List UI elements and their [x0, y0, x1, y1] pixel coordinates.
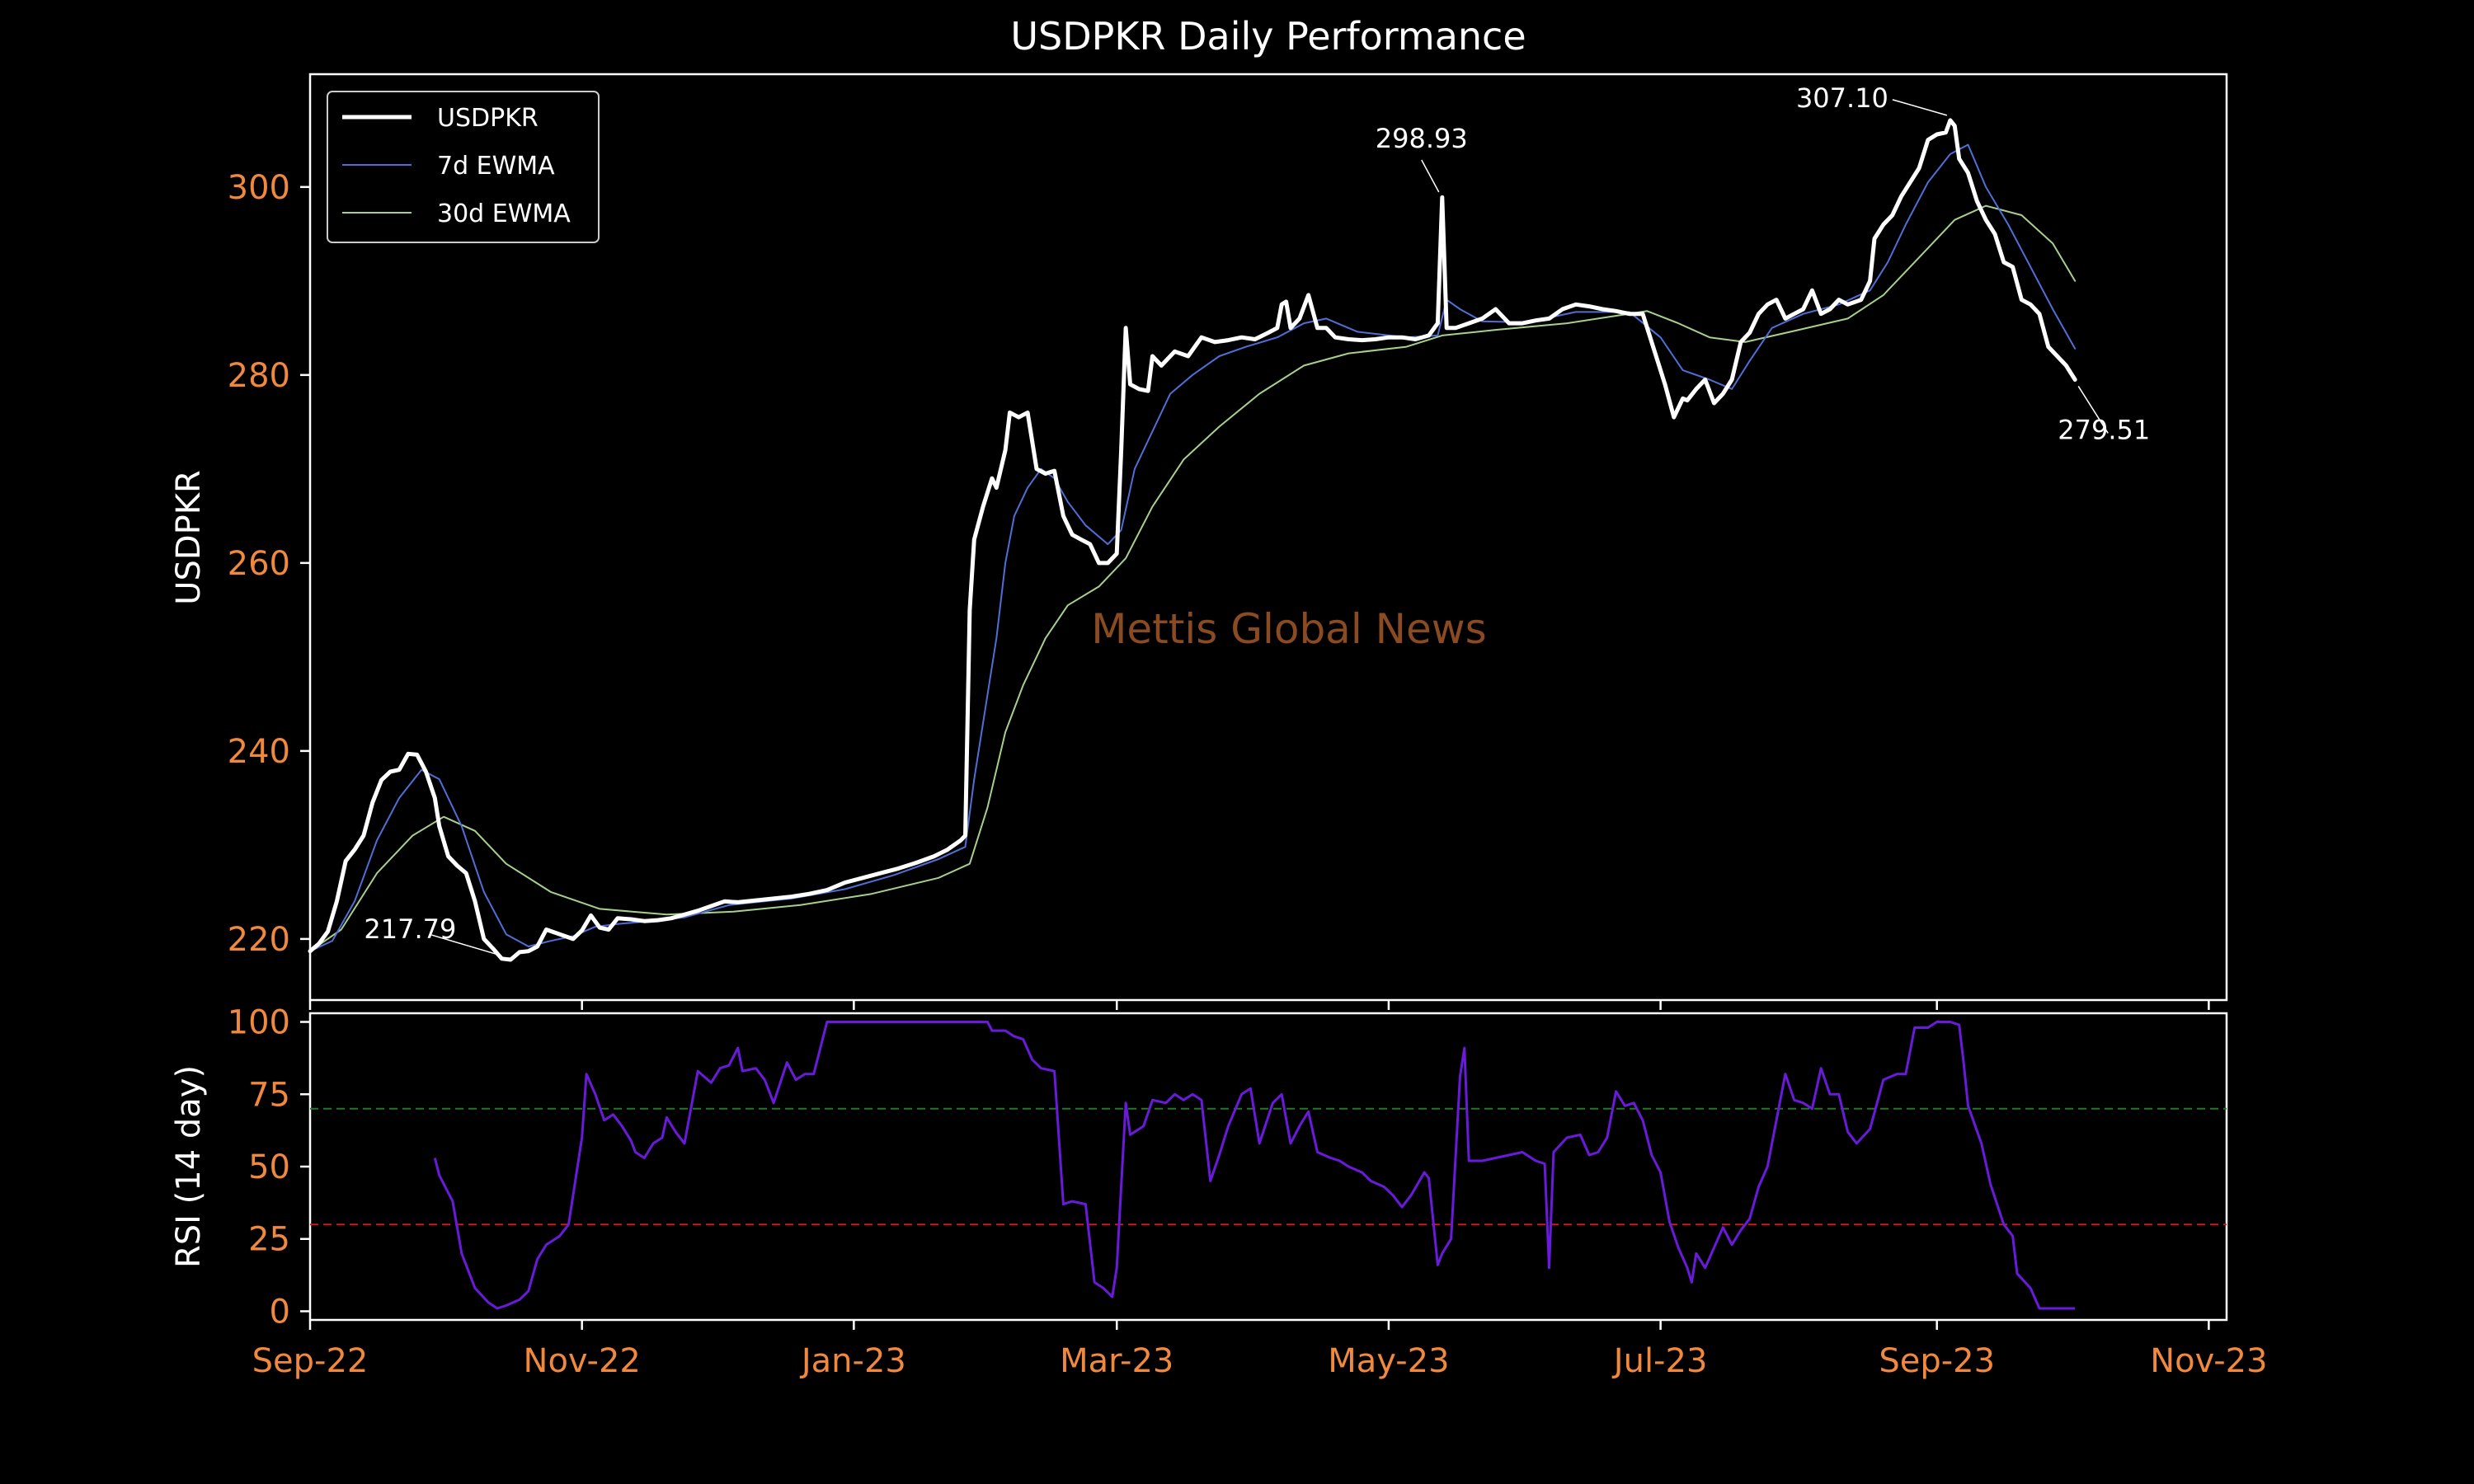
- annotation-value: 217.79: [364, 913, 456, 945]
- annotation-value: 279.51: [2058, 414, 2150, 445]
- watermark-text: Mettis Global News: [1091, 605, 1486, 653]
- x-tick-label: Nov-23: [2150, 1342, 2267, 1380]
- ewma-30d-line: [309, 204, 2077, 952]
- rsi-y-tick-label: 75: [248, 1076, 290, 1114]
- legend-label-30d-ewma: 30d EWMA: [437, 200, 571, 228]
- price-y-tick-label: 280: [228, 357, 290, 395]
- legend-label-7d-ewma: 7d EWMA: [437, 152, 555, 181]
- rsi-line: [433, 1021, 2076, 1310]
- price-annotations: 217.79 298.93 307.10 279.51: [364, 82, 2150, 956]
- annotation-leader: [1421, 159, 1440, 193]
- annotation-value: 307.10: [1796, 82, 1888, 114]
- annotation-leader: [431, 934, 499, 956]
- annotation-leader: [2077, 386, 2109, 434]
- legend[interactable]: USDPKR 7d EWMA 30d EWMA: [327, 91, 600, 243]
- price-y-axis: 220 240 260 280 300: [228, 169, 310, 959]
- x-tick-label: Jul-23: [1611, 1342, 1708, 1380]
- price-y-tick-label: 240: [228, 733, 290, 771]
- rsi-y-axis: 0 25 50 75 100: [228, 1004, 310, 1331]
- x-tick-label: Sep-23: [1879, 1342, 1995, 1380]
- rsi-y-tick-label: 0: [270, 1293, 290, 1331]
- price-y-tick-label: 220: [228, 921, 290, 959]
- annotation-leader: [1892, 99, 1948, 116]
- rsi-x-axis: Sep-22 Nov-22 Jan-23 Mar-23 May-23 Jul-23 Sep-…: [252, 1320, 2268, 1380]
- x-tick-label: Jan-23: [799, 1342, 906, 1380]
- rsi-panel: 0 25 50 75 100 Sep-22 Nov-22 Jan-23 Mar-23 May-2…: [170, 1004, 2268, 1380]
- price-y-tick-label: 300: [228, 169, 290, 207]
- x-tick-label: Mar-23: [1060, 1342, 1174, 1380]
- usdpkr-line: [308, 118, 2077, 962]
- x-tick-label: Nov-22: [524, 1342, 641, 1380]
- price-y-tick-label: 260: [228, 545, 290, 583]
- rsi-series-layer: [433, 1021, 2076, 1310]
- x-tick-label: May-23: [1328, 1342, 1449, 1380]
- price-plot-frame: [308, 73, 2228, 1002]
- price-panel: Mettis Global News 220 240 260 280 300 217.7…: [170, 73, 2228, 1010]
- rsi-y-axis-label: RSI (14 day): [170, 1065, 208, 1268]
- x-tick-label: Sep-22: [252, 1342, 369, 1380]
- rsi-y-tick-label: 50: [248, 1148, 290, 1186]
- rsi-y-tick-label: 100: [228, 1004, 290, 1042]
- rsi-y-tick-label: 25: [248, 1221, 290, 1259]
- legend-box: [327, 91, 600, 243]
- legend-label-usdpkr: USDPKR: [437, 104, 539, 133]
- rsi-reference-lines: [310, 1107, 2227, 1226]
- price-y-axis-label: USDPKR: [170, 470, 208, 605]
- price-series-layer: [308, 118, 2077, 962]
- price-x-axis: [308, 1000, 2210, 1010]
- annotation-value: 298.93: [1376, 123, 1468, 154]
- chart-title: USDPKR Daily Performance: [1010, 14, 1526, 59]
